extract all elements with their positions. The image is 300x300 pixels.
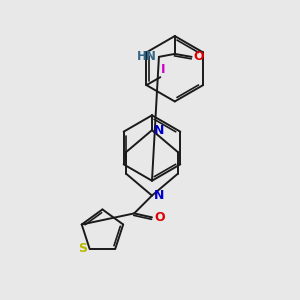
Text: S: S	[78, 242, 87, 255]
Text: N: N	[154, 189, 164, 202]
Text: N: N	[154, 124, 164, 137]
Text: O: O	[194, 50, 204, 63]
Text: I: I	[161, 63, 166, 76]
Text: O: O	[154, 211, 165, 224]
Text: HN: HN	[137, 50, 157, 63]
